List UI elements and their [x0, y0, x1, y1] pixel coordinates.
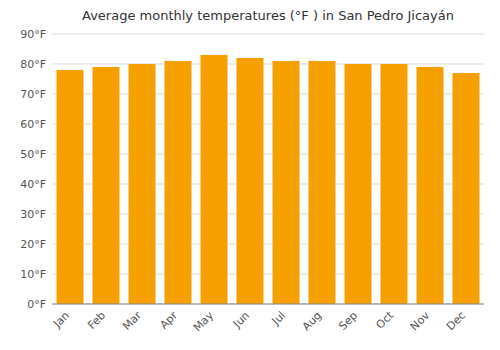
- x-tick-label: Jul: [269, 309, 288, 328]
- bar: [345, 64, 372, 304]
- grid-line: [52, 34, 484, 35]
- bar: [165, 61, 192, 304]
- y-tick-label: 40°F: [20, 178, 46, 191]
- x-tick-label: Apr: [157, 309, 180, 332]
- bar: [201, 55, 228, 304]
- x-tick-label: Sep: [336, 309, 360, 333]
- bar: [57, 70, 84, 304]
- y-tick-label: 80°F: [20, 58, 46, 71]
- x-tick-label: Feb: [85, 309, 108, 332]
- x-tick-label: Jun: [230, 309, 252, 331]
- grid-line: [52, 64, 484, 65]
- y-tick-label: 30°F: [20, 208, 46, 221]
- bar: [453, 73, 480, 304]
- bar: [417, 67, 444, 304]
- y-tick-label: 20°F: [20, 238, 46, 251]
- y-tick-label: 60°F: [20, 118, 46, 131]
- grid-line: [52, 304, 484, 305]
- bar: [381, 64, 408, 304]
- x-tick-label: Oct: [373, 308, 396, 331]
- y-tick-label: 90°F: [20, 28, 46, 41]
- bar: [93, 67, 120, 304]
- y-tick-label: 50°F: [20, 148, 46, 161]
- title: Average monthly temperatures (°F ) in Sa…: [82, 8, 454, 23]
- grid: [52, 34, 484, 304]
- x-tick-label: Jan: [50, 309, 72, 331]
- x-axis-line: [52, 304, 484, 305]
- bar: [237, 58, 264, 304]
- y-tick-label: 10°F: [20, 268, 46, 281]
- bar: [309, 61, 336, 304]
- chart: Average monthly temperatures (°F ) in Sa…: [0, 0, 500, 350]
- x-tick-label: Dec: [444, 309, 468, 333]
- x-tick-label: May: [191, 309, 217, 335]
- x-tick-label: Nov: [408, 309, 433, 334]
- bar: [273, 61, 300, 304]
- x-tick-label: Mar: [120, 309, 144, 333]
- bars: [57, 55, 480, 304]
- bar: [129, 64, 156, 304]
- chart-container: Average monthly temperatures (°F ) in Sa…: [0, 0, 500, 350]
- y-tick-label: 70°F: [20, 88, 46, 101]
- y-tick-label: 0°F: [27, 298, 46, 311]
- x-tick-label: Aug: [300, 309, 324, 333]
